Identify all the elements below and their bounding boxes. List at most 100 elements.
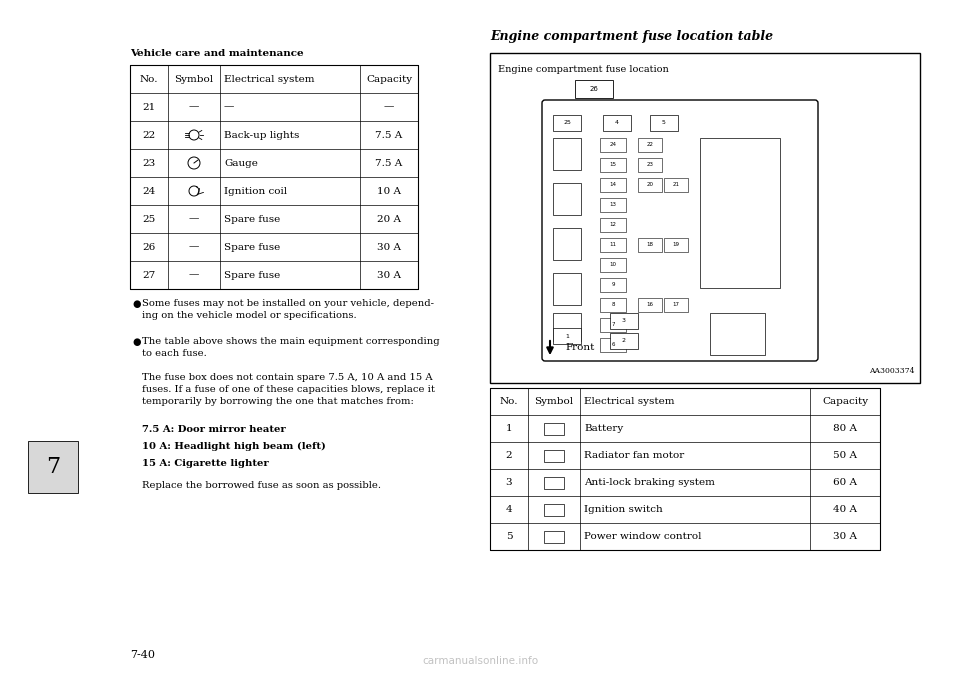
Text: 80 A: 80 A	[833, 424, 857, 433]
Bar	[603, 115, 631, 131]
Text: No.: No.	[140, 75, 158, 83]
Text: Back-up lights: Back-up lights	[224, 130, 300, 140]
Text: 2: 2	[622, 338, 626, 344]
Text: 21: 21	[142, 102, 156, 111]
Text: Electrical system: Electrical system	[224, 75, 315, 83]
Text: —: —	[189, 271, 199, 279]
Text: 25: 25	[564, 121, 571, 125]
Text: carmanualsonline.info: carmanualsonline.info	[422, 656, 538, 666]
FancyBboxPatch shape	[542, 100, 818, 361]
Text: 5: 5	[662, 121, 666, 125]
Text: 3: 3	[506, 478, 513, 487]
Bar	[600, 298, 626, 312]
Bar	[544, 530, 564, 542]
Bar	[610, 313, 638, 329]
Text: 4: 4	[615, 121, 619, 125]
Text: 13: 13	[610, 203, 616, 207]
Bar	[664, 238, 688, 252]
Bar	[600, 198, 626, 212]
Bar	[553, 228, 581, 260]
Text: —: —	[189, 243, 199, 252]
Text: 10 A: 10 A	[377, 186, 401, 195]
Text: 21: 21	[673, 182, 680, 188]
Bar	[490, 388, 880, 550]
Bar	[544, 422, 564, 435]
Bar	[600, 178, 626, 192]
Text: Spare fuse: Spare fuse	[224, 271, 280, 279]
Bar	[710, 313, 765, 355]
Text: Spare fuse: Spare fuse	[224, 243, 280, 252]
Text: Vehicle care and maintenance: Vehicle care and maintenance	[130, 49, 303, 58]
Text: 22: 22	[142, 130, 156, 140]
Text: 1: 1	[506, 424, 513, 433]
Text: 7: 7	[46, 456, 60, 478]
Bar	[544, 450, 564, 462]
Bar	[553, 138, 581, 170]
Text: 7.5 A: Door mirror heater: 7.5 A: Door mirror heater	[142, 425, 286, 434]
Text: 7-40: 7-40	[130, 650, 155, 660]
Bar	[650, 115, 678, 131]
Text: Capacity: Capacity	[822, 397, 868, 406]
Text: Replace the borrowed fuse as soon as possible.: Replace the borrowed fuse as soon as pos…	[142, 481, 381, 490]
Text: No.: No.	[500, 397, 518, 406]
Text: Power window control: Power window control	[584, 532, 702, 541]
Text: 4: 4	[506, 505, 513, 514]
Bar	[638, 238, 662, 252]
Bar	[638, 298, 662, 312]
Text: ●: ●	[132, 299, 140, 309]
Bar	[638, 178, 662, 192]
Bar	[553, 115, 581, 131]
Text: Spare fuse: Spare fuse	[224, 214, 280, 224]
Text: 2: 2	[506, 451, 513, 460]
Text: 5: 5	[506, 532, 513, 541]
Text: 1: 1	[565, 334, 569, 338]
Bar	[600, 218, 626, 232]
Text: Engine compartment fuse location: Engine compartment fuse location	[498, 65, 669, 74]
Text: 10 A: Headlight high beam (left): 10 A: Headlight high beam (left)	[142, 442, 325, 451]
Bar	[130, 65, 418, 289]
Bar	[600, 278, 626, 292]
Bar	[553, 328, 581, 344]
Text: 17: 17	[673, 302, 680, 308]
Text: Ignition coil: Ignition coil	[224, 186, 287, 195]
Text: ●: ●	[132, 337, 140, 347]
Text: 30 A: 30 A	[377, 243, 401, 252]
Bar	[700, 138, 780, 288]
Text: 15 A: Cigarette lighter: 15 A: Cigarette lighter	[142, 459, 269, 468]
Text: 8: 8	[612, 302, 614, 308]
Text: —: —	[384, 102, 395, 111]
Bar	[490, 53, 920, 383]
Text: 23: 23	[646, 163, 654, 167]
Text: 6: 6	[612, 342, 614, 348]
Bar	[600, 258, 626, 272]
Text: 3: 3	[622, 319, 626, 323]
Bar	[28, 441, 78, 493]
Text: 15: 15	[610, 163, 616, 167]
Text: —: —	[224, 102, 234, 111]
Bar	[600, 338, 626, 352]
Text: 24: 24	[610, 142, 616, 148]
Text: Gauge: Gauge	[224, 159, 258, 167]
Bar	[600, 158, 626, 172]
Bar	[638, 138, 662, 152]
Bar	[544, 477, 564, 489]
Bar	[600, 318, 626, 332]
Text: Battery: Battery	[584, 424, 623, 433]
Bar	[664, 178, 688, 192]
Text: The fuse box does not contain spare 7.5 A, 10 A and 15 A
fuses. If a fuse of one: The fuse box does not contain spare 7.5 …	[142, 373, 435, 405]
Text: 7.5 A: 7.5 A	[375, 159, 402, 167]
Text: Ignition switch: Ignition switch	[584, 505, 662, 514]
Text: 9: 9	[612, 283, 614, 287]
Text: Engine compartment fuse location table: Engine compartment fuse location table	[490, 30, 773, 43]
Text: 7: 7	[612, 323, 614, 327]
Text: Electrical system: Electrical system	[584, 397, 675, 406]
Text: Radiator fan motor: Radiator fan motor	[584, 451, 684, 460]
Text: —: —	[189, 214, 199, 224]
Bar	[638, 158, 662, 172]
Text: 50 A: 50 A	[833, 451, 857, 460]
Bar	[553, 183, 581, 215]
Text: 40 A: 40 A	[833, 505, 857, 514]
Text: 10: 10	[610, 262, 616, 268]
Text: Symbol: Symbol	[535, 397, 573, 406]
Text: 7.5 A: 7.5 A	[375, 130, 402, 140]
